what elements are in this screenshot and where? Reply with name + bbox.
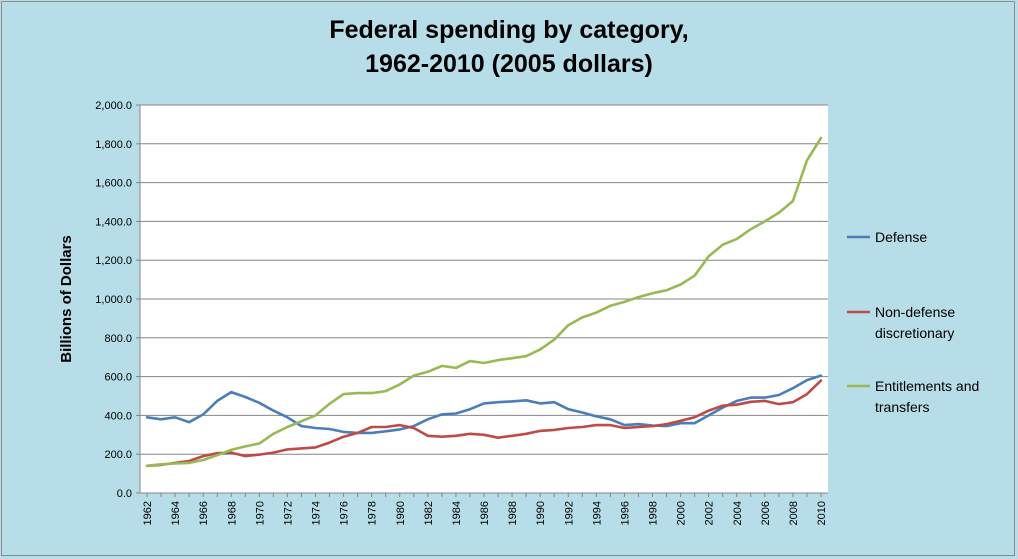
y-tick-label: 400.0 [104, 410, 132, 422]
legend: Defense Non-defense discretionary Entitleme… [847, 229, 979, 415]
chart-title-line-1: Federal spending by category, [329, 16, 689, 44]
x-tick-label: 1976 [339, 501, 351, 525]
y-tick-label: 2,000.0 [95, 100, 132, 112]
x-tick-label: 1998 [648, 501, 660, 525]
y-axis-tick-labels: 0.0 200.0 400.0 600.0 800.0 1,000.0 1,200.0 1,4… [95, 100, 140, 500]
x-tick-label: 1974 [311, 501, 323, 525]
x-tick-label: 1968 [226, 501, 238, 525]
legend-label-defense: Defense [875, 229, 927, 245]
x-tick-label: 2010 [816, 501, 828, 525]
x-tick-label: 1984 [451, 501, 463, 525]
x-tick-label: 1966 [198, 501, 210, 525]
series-line-non-defense-discretionary [145, 379, 823, 468]
x-tick-label: 2004 [732, 501, 744, 525]
y-tick-label: 600.0 [104, 372, 132, 384]
x-tick-label: 1986 [479, 501, 491, 525]
y-tick-label: 1,400.0 [95, 216, 132, 228]
x-tick-label: 1988 [507, 501, 519, 525]
x-tick-label: 1978 [367, 501, 379, 525]
x-tick-label: 1964 [170, 501, 182, 525]
x-tick-label: 1970 [254, 501, 266, 525]
x-tick-label: 1994 [591, 501, 603, 525]
series-line-defense [145, 374, 823, 435]
x-tick-label: 1992 [563, 501, 575, 525]
x-axis-tick-labels: 1962 1964 1966 1968 1970 1972 1974 1976 1978 1980… [142, 493, 828, 525]
y-tick-label: 800.0 [104, 333, 132, 345]
x-tick-label: 1996 [619, 501, 631, 525]
y-tick-label: 1,600.0 [95, 178, 132, 190]
x-tick-label: 1982 [423, 501, 435, 525]
legend-label-non-defense-discretionary: Non-defense discretionary [875, 304, 955, 341]
y-tick-label: 0.0 [117, 488, 132, 500]
y-tick-label: 1,200.0 [95, 255, 132, 267]
y-tick-label: 1,000.0 [95, 294, 132, 306]
y-tick-label: 1,800.0 [95, 139, 132, 151]
series-lines [145, 136, 823, 468]
y-tick-label: 200.0 [104, 449, 132, 461]
x-tick-label: 1972 [282, 501, 294, 525]
x-tick-label: 2000 [676, 501, 688, 525]
chart-title-line-2: 1962-2010 (2005 dollars) [365, 50, 653, 78]
series-line-entitlements-and-transfers [145, 136, 823, 468]
x-tick-label: 1990 [535, 501, 547, 525]
x-tick-label: 2002 [704, 501, 716, 525]
x-tick-label: 1980 [395, 501, 407, 525]
x-tick-label: 2006 [760, 501, 772, 525]
legend-label-entitlements-and-transfers: Entitlements and transfers [875, 378, 979, 415]
y-axis-label: Billions of Dollars [58, 235, 75, 363]
x-tick-label: 2008 [788, 501, 800, 525]
x-tick-label: 1962 [142, 501, 154, 525]
